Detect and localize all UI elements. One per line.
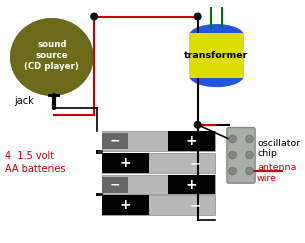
Text: −: −: [190, 198, 202, 212]
Text: −: −: [190, 156, 202, 170]
Ellipse shape: [189, 24, 244, 47]
Ellipse shape: [10, 18, 93, 95]
Text: antenna
wire: antenna wire: [257, 163, 296, 182]
Bar: [102, 177, 128, 193]
Circle shape: [246, 167, 253, 175]
Bar: [102, 153, 215, 173]
Text: +: +: [119, 198, 131, 212]
Bar: [167, 175, 215, 194]
Bar: [102, 153, 149, 173]
Bar: [167, 131, 215, 151]
Text: sound
source
(CD player): sound source (CD player): [24, 40, 79, 71]
Text: transformer: transformer: [184, 51, 249, 60]
Text: +: +: [119, 156, 131, 170]
FancyBboxPatch shape: [227, 128, 255, 183]
Text: 4  1.5 volt
AA batteries: 4 1.5 volt AA batteries: [5, 151, 65, 174]
Bar: [102, 175, 215, 194]
Bar: [102, 195, 149, 215]
Circle shape: [91, 13, 97, 20]
Bar: [102, 133, 128, 149]
Circle shape: [229, 151, 236, 159]
Bar: [102, 195, 215, 215]
Circle shape: [194, 122, 201, 128]
Text: −: −: [109, 178, 120, 191]
Ellipse shape: [189, 65, 244, 87]
Text: +: +: [185, 134, 197, 148]
Bar: [189, 34, 244, 78]
Text: jack: jack: [14, 96, 34, 106]
Text: +: +: [185, 178, 197, 191]
Circle shape: [229, 135, 236, 143]
Text: oscillator
chip: oscillator chip: [257, 139, 300, 158]
Circle shape: [229, 167, 236, 175]
Circle shape: [246, 135, 253, 143]
Circle shape: [246, 151, 253, 159]
Circle shape: [194, 13, 201, 20]
Text: −: −: [109, 135, 120, 148]
Bar: [102, 131, 215, 151]
